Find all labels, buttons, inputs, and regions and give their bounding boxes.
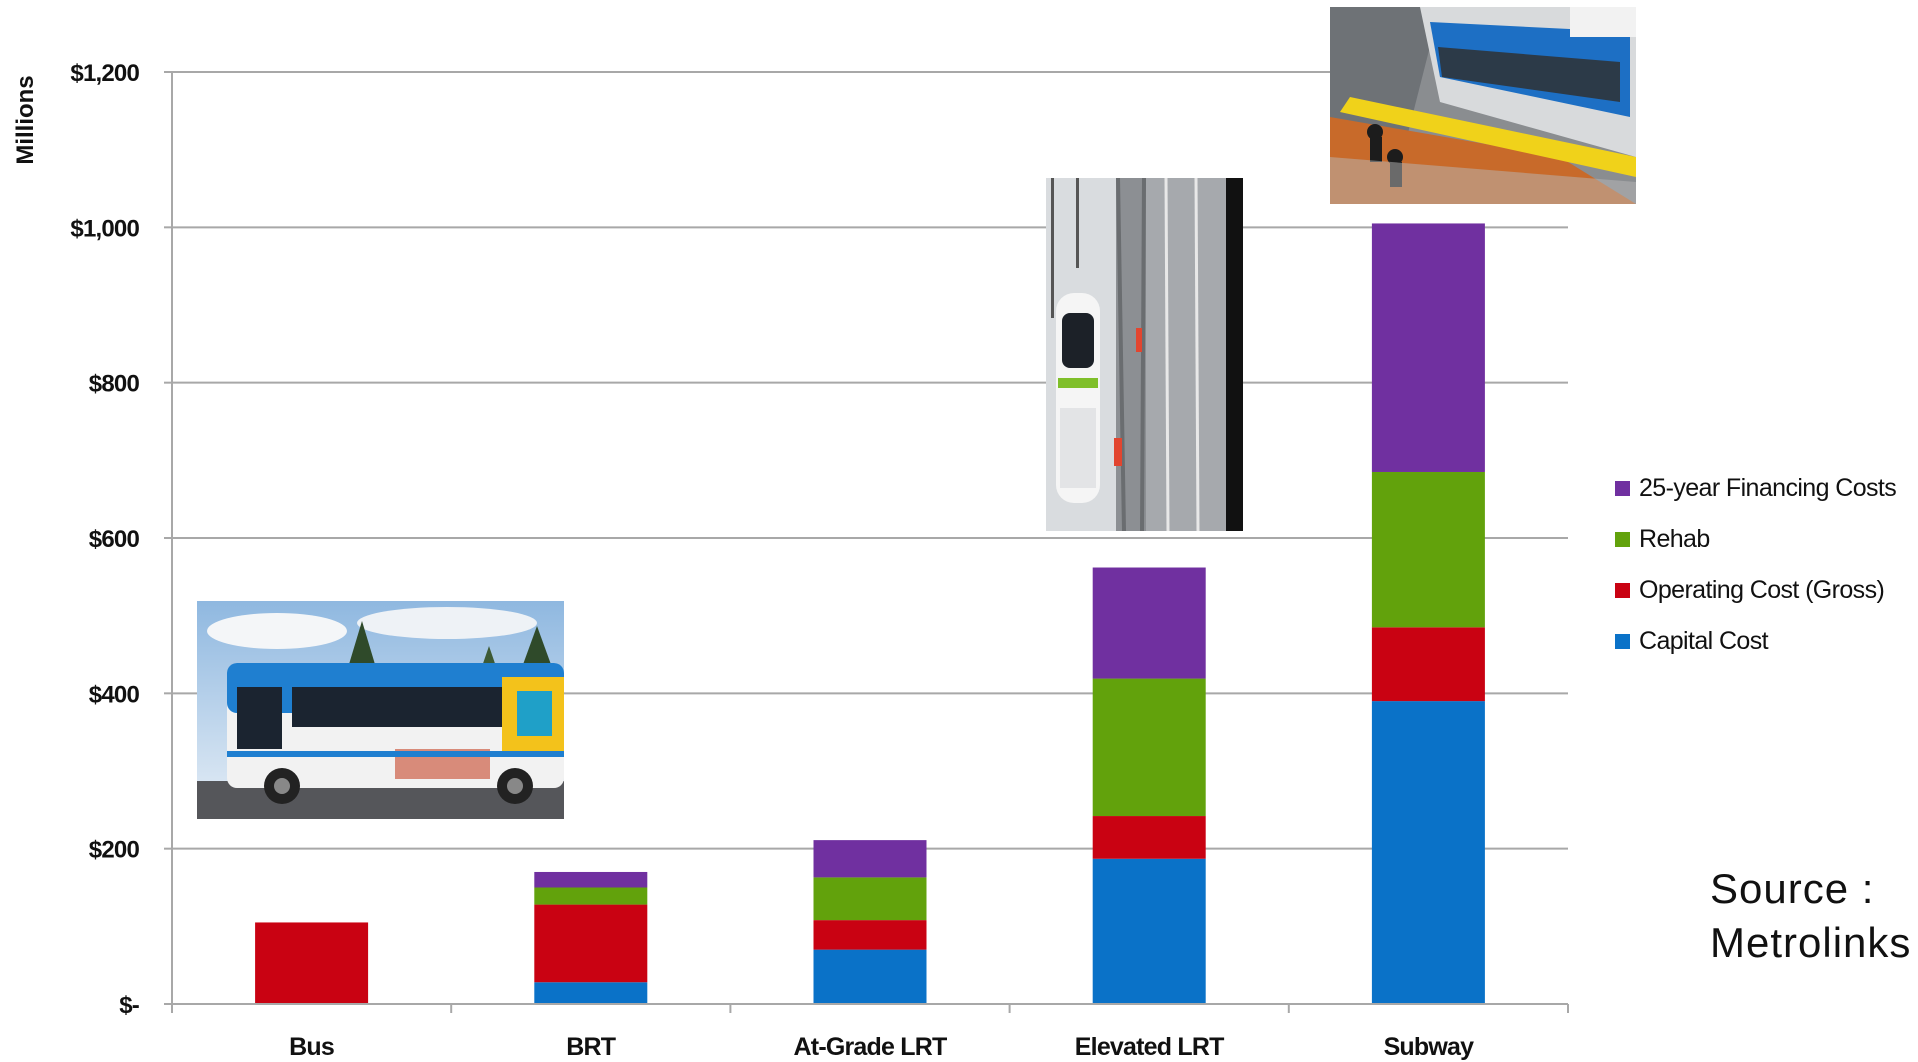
bar-segment-capital-cost bbox=[534, 982, 648, 1004]
bar-segment-rehab bbox=[813, 877, 927, 921]
legend-item-operating: Operating Cost (Gross) bbox=[1615, 565, 1896, 616]
legend-label-operating: Operating Cost (Gross) bbox=[1639, 576, 1885, 604]
bar-segment-25-year-financing-costs bbox=[1371, 223, 1485, 472]
y-tick-label: $600 bbox=[89, 526, 140, 553]
legend-swatch-rehab bbox=[1615, 532, 1630, 547]
y-tick-label: $- bbox=[119, 992, 140, 1019]
legend-item-financing: 25-year Financing Costs bbox=[1615, 463, 1897, 514]
bar-segment-25-year-financing-costs bbox=[1092, 567, 1206, 679]
bar-segment-rehab bbox=[1371, 471, 1485, 628]
axes: $- $200 $400 $600 $800 $1,000 $1,200 Bus BRT At-G… bbox=[70, 60, 1569, 1061]
bar-segment-capital-cost bbox=[1092, 858, 1206, 1004]
y-tick-label: $400 bbox=[89, 681, 140, 708]
legend-swatch-financing bbox=[1615, 481, 1630, 496]
legend-swatch-operating bbox=[1615, 583, 1630, 598]
y-tick-label: $1,200 bbox=[70, 60, 139, 87]
bar-segment-operating-cost-gross bbox=[813, 920, 927, 950]
legend-item-capital: Capital Cost bbox=[1615, 616, 1896, 667]
legend: 25-year Financing Costs Rehab Operating … bbox=[1615, 463, 1897, 667]
bar-segment-25-year-financing-costs bbox=[813, 840, 927, 878]
y-tick-label: $800 bbox=[89, 371, 140, 398]
y-tick-label: $200 bbox=[89, 837, 140, 864]
elevated-lrt-photo bbox=[1046, 178, 1243, 531]
bar-segment-capital-cost bbox=[1371, 701, 1485, 1004]
legend-swatch-capital bbox=[1615, 634, 1630, 649]
x-tick-label: BRT bbox=[566, 1033, 616, 1061]
bar-segment-25-year-financing-costs bbox=[534, 871, 648, 888]
x-tick-label: Bus bbox=[289, 1033, 334, 1061]
legend-label-rehab: Rehab bbox=[1639, 525, 1710, 553]
legend-item-rehab: Rehab bbox=[1615, 514, 1896, 565]
bar-segment-operating-cost-gross bbox=[534, 904, 648, 983]
bar-segment-rehab bbox=[534, 887, 648, 905]
bus-photo bbox=[197, 601, 564, 819]
legend-label-capital: Capital Cost bbox=[1639, 627, 1769, 655]
y-tick-label: $1,000 bbox=[70, 215, 139, 242]
legend-label-financing: 25-year Financing Costs bbox=[1639, 474, 1897, 502]
bar-segment-operating-cost-gross bbox=[1371, 627, 1485, 702]
subway-photo bbox=[1330, 7, 1636, 204]
x-tick-label: Subway bbox=[1384, 1033, 1475, 1061]
bars bbox=[255, 223, 1485, 1004]
bar-segment-rehab bbox=[1092, 678, 1206, 817]
x-tick-label: Elevated LRT bbox=[1075, 1033, 1224, 1061]
source-note: Source : Metrolinks bbox=[1710, 865, 1912, 966]
bar-segment-operating-cost-gross bbox=[255, 922, 369, 1004]
bar-segment-capital-cost bbox=[813, 949, 927, 1004]
x-tick-label: At-Grade LRT bbox=[794, 1033, 947, 1061]
y-axis-title: Millions bbox=[12, 75, 39, 164]
bar-segment-operating-cost-gross bbox=[1092, 816, 1206, 859]
